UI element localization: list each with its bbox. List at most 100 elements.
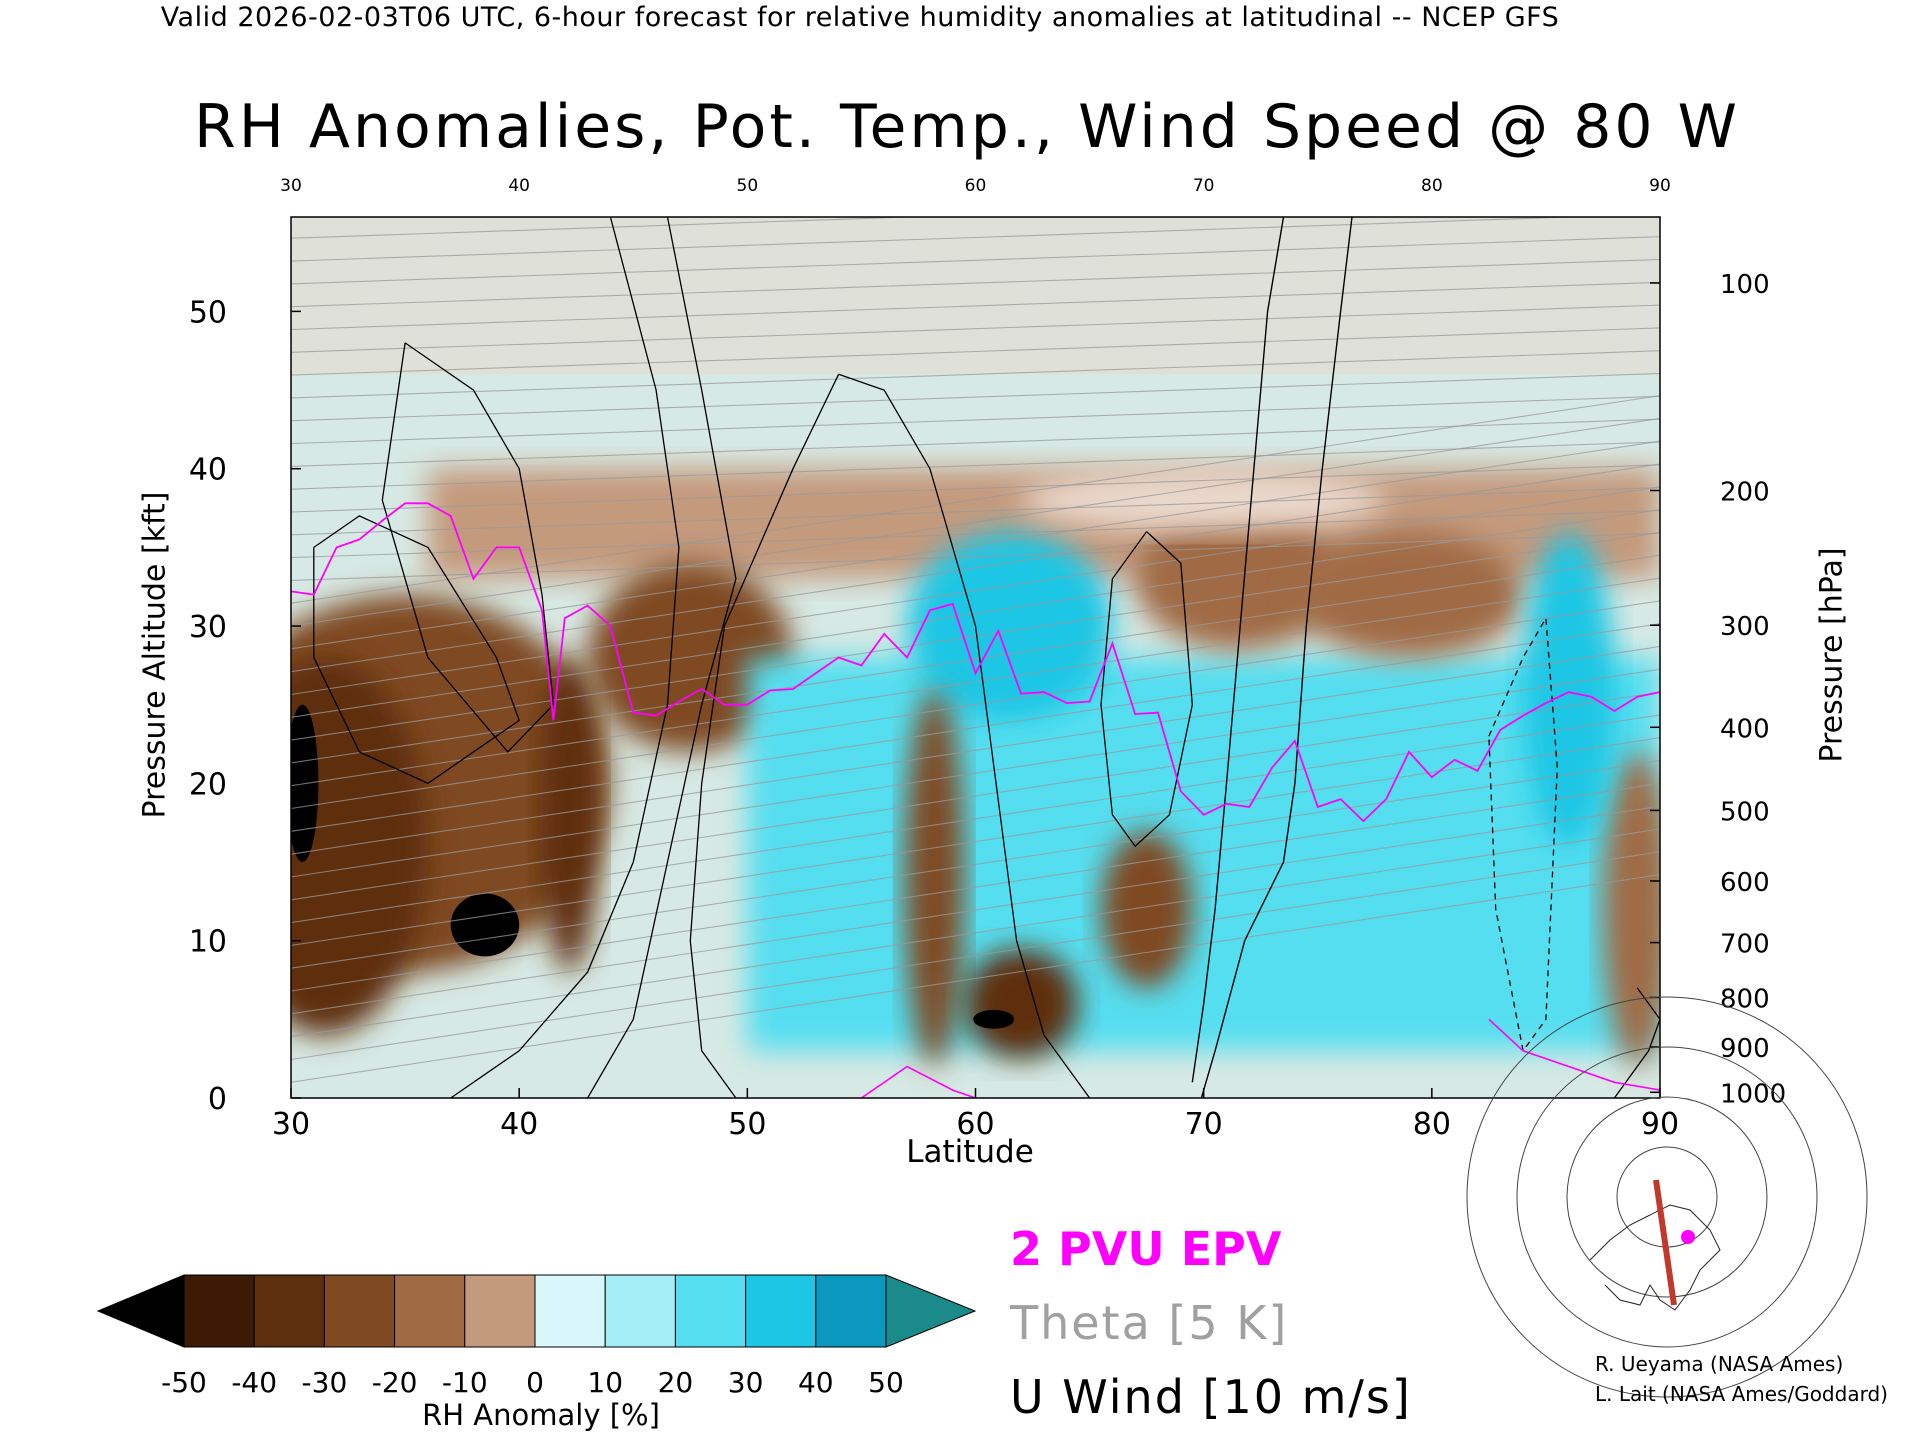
y-tick-label-kft: 30 bbox=[189, 610, 227, 645]
y-axis-label-kft: Pressure Altitude [kft] bbox=[137, 491, 173, 819]
theta-line bbox=[291, 350, 1660, 399]
theta-line bbox=[291, 509, 1660, 718]
y-tick-label-hpa: 400 bbox=[1720, 714, 1770, 744]
theta-line bbox=[291, 304, 1660, 353]
x-tick-label: 60 bbox=[956, 1107, 994, 1142]
theta-line bbox=[291, 737, 1660, 946]
wind-contour-0 bbox=[1200, 217, 1353, 1098]
theta-line bbox=[291, 828, 1660, 1038]
axes-ticks: 3030404050506060707080809090010203040501… bbox=[189, 176, 1786, 1142]
legend-theta: Theta [5 K] bbox=[1010, 1296, 1289, 1350]
theta-line bbox=[291, 759, 1660, 969]
theta-line bbox=[291, 532, 1660, 581]
y-tick-label-hpa: 200 bbox=[1720, 478, 1770, 508]
heat-region bbox=[1100, 830, 1193, 988]
colorbar-tick-label: -10 bbox=[442, 1366, 488, 1399]
theta-line bbox=[291, 805, 1660, 1015]
y-tick-label-hpa: 700 bbox=[1720, 930, 1770, 960]
heat-region bbox=[539, 657, 600, 973]
colorbar-tick-label: -40 bbox=[231, 1366, 277, 1399]
theta-line bbox=[291, 418, 1660, 467]
theta-contours bbox=[291, 209, 1660, 1083]
wind-contour bbox=[1100, 531, 1193, 848]
credit-line-2: L. Lait (NASA Ames/Goddard) bbox=[1595, 1382, 1888, 1406]
legend-wind: U Wind [10 m/s] bbox=[1010, 1370, 1412, 1424]
valid-time-header: Valid 2026-02-03T06 UTC, 6-hour forecast… bbox=[160, 2, 1560, 33]
heat-region bbox=[1602, 751, 1660, 1067]
theta-line bbox=[291, 395, 1660, 445]
colorbar-tick-label: 30 bbox=[728, 1366, 764, 1399]
wind-contour bbox=[450, 217, 680, 1098]
map-coastline bbox=[1589, 1204, 1721, 1311]
x-axis-label: Latitude bbox=[906, 1134, 1034, 1170]
theta-line bbox=[291, 554, 1660, 764]
y-tick-label-hpa: 600 bbox=[1720, 868, 1770, 898]
theta-line bbox=[291, 487, 1660, 536]
theta-line bbox=[291, 209, 1660, 215]
theta-line bbox=[291, 440, 1660, 650]
y-tick-label-hpa: 800 bbox=[1720, 984, 1770, 1014]
theta-line bbox=[291, 486, 1660, 696]
heat-extreme-dry bbox=[973, 1009, 1015, 1029]
colorbar-label: RH Anomaly [%] bbox=[422, 1398, 660, 1432]
colorbar-tick-label: -50 bbox=[161, 1366, 207, 1399]
chart-title: RH Anomalies, Pot. Temp., Wind Speed @ 8… bbox=[194, 92, 1740, 162]
theta-line bbox=[291, 395, 1660, 604]
theta-line bbox=[291, 464, 1660, 513]
rh-anomaly-heatmap bbox=[291, 217, 1660, 1098]
colorbar-over-arrow bbox=[885, 1274, 977, 1348]
theta-line bbox=[291, 851, 1660, 1061]
theta-line bbox=[291, 281, 1660, 331]
colorbar-tick-label: 40 bbox=[798, 1366, 834, 1399]
y-tick-label-hpa: 1000 bbox=[1720, 1079, 1786, 1109]
theta-line bbox=[291, 417, 1660, 627]
wind-contour bbox=[587, 217, 737, 1098]
theta-line bbox=[291, 782, 1660, 992]
y-tick-label-kft: 40 bbox=[189, 453, 227, 488]
epv-2pvu-line bbox=[291, 502, 1660, 1098]
colorbar: -50 -40 -30 -20 -10 0 10 20 30 40 50 bbox=[96, 1274, 977, 1399]
x-tick-label: 90 bbox=[1641, 1107, 1679, 1142]
colorbar-swatch bbox=[323, 1274, 396, 1348]
top-x-tick-label: 50 bbox=[737, 176, 759, 196]
epv-2pvu-polyline bbox=[291, 502, 1660, 823]
u-wind-contours bbox=[313, 217, 1660, 1098]
y-tick-label-hpa: 100 bbox=[1720, 270, 1770, 300]
colorbar-tick-label: 0 bbox=[526, 1366, 544, 1399]
map-latitude-circle bbox=[1466, 996, 1868, 1398]
epv-2pvu-polyline bbox=[1488, 1018, 1660, 1091]
wind-contour-10 bbox=[1191, 217, 1285, 1083]
theta-line bbox=[291, 372, 1660, 422]
wind-contour bbox=[313, 515, 520, 785]
legend-epv: 2 PVU EPV bbox=[1010, 1222, 1282, 1276]
top-x-tick-label: 90 bbox=[1649, 176, 1671, 196]
theta-line bbox=[291, 600, 1660, 810]
colorbar-tick-label: -20 bbox=[372, 1366, 418, 1399]
colorbar-swatch bbox=[815, 1274, 887, 1348]
heat-extreme-dry bbox=[450, 893, 520, 957]
y-tick-label-hpa: 500 bbox=[1720, 797, 1770, 827]
x-tick-label: 70 bbox=[1185, 1107, 1223, 1142]
wind-contour bbox=[1613, 987, 1660, 1098]
top-x-tick-label: 80 bbox=[1421, 176, 1443, 196]
x-tick-label: 50 bbox=[728, 1107, 766, 1142]
theta-line bbox=[291, 463, 1660, 673]
theta-line bbox=[291, 691, 1660, 901]
colorbar-swatch bbox=[604, 1274, 676, 1348]
wind-contour bbox=[838, 373, 1091, 1098]
top-x-tick-label: 70 bbox=[1193, 176, 1215, 196]
theta-line bbox=[291, 531, 1660, 741]
colorbar-swatch bbox=[674, 1274, 747, 1348]
colorbar-swatch bbox=[253, 1274, 325, 1348]
y-tick-label-hpa: 300 bbox=[1720, 612, 1770, 642]
theta-line bbox=[291, 668, 1660, 878]
y-tick-label-kft: 50 bbox=[189, 295, 227, 330]
colorbar-swatch bbox=[745, 1274, 817, 1348]
wind-contour bbox=[381, 342, 555, 753]
colorbar-swatch bbox=[183, 1274, 255, 1348]
heat-region bbox=[747, 657, 1660, 1051]
colorbar-swatch bbox=[394, 1274, 466, 1348]
locator-map bbox=[1466, 996, 1868, 1398]
theta-line bbox=[291, 327, 1660, 376]
